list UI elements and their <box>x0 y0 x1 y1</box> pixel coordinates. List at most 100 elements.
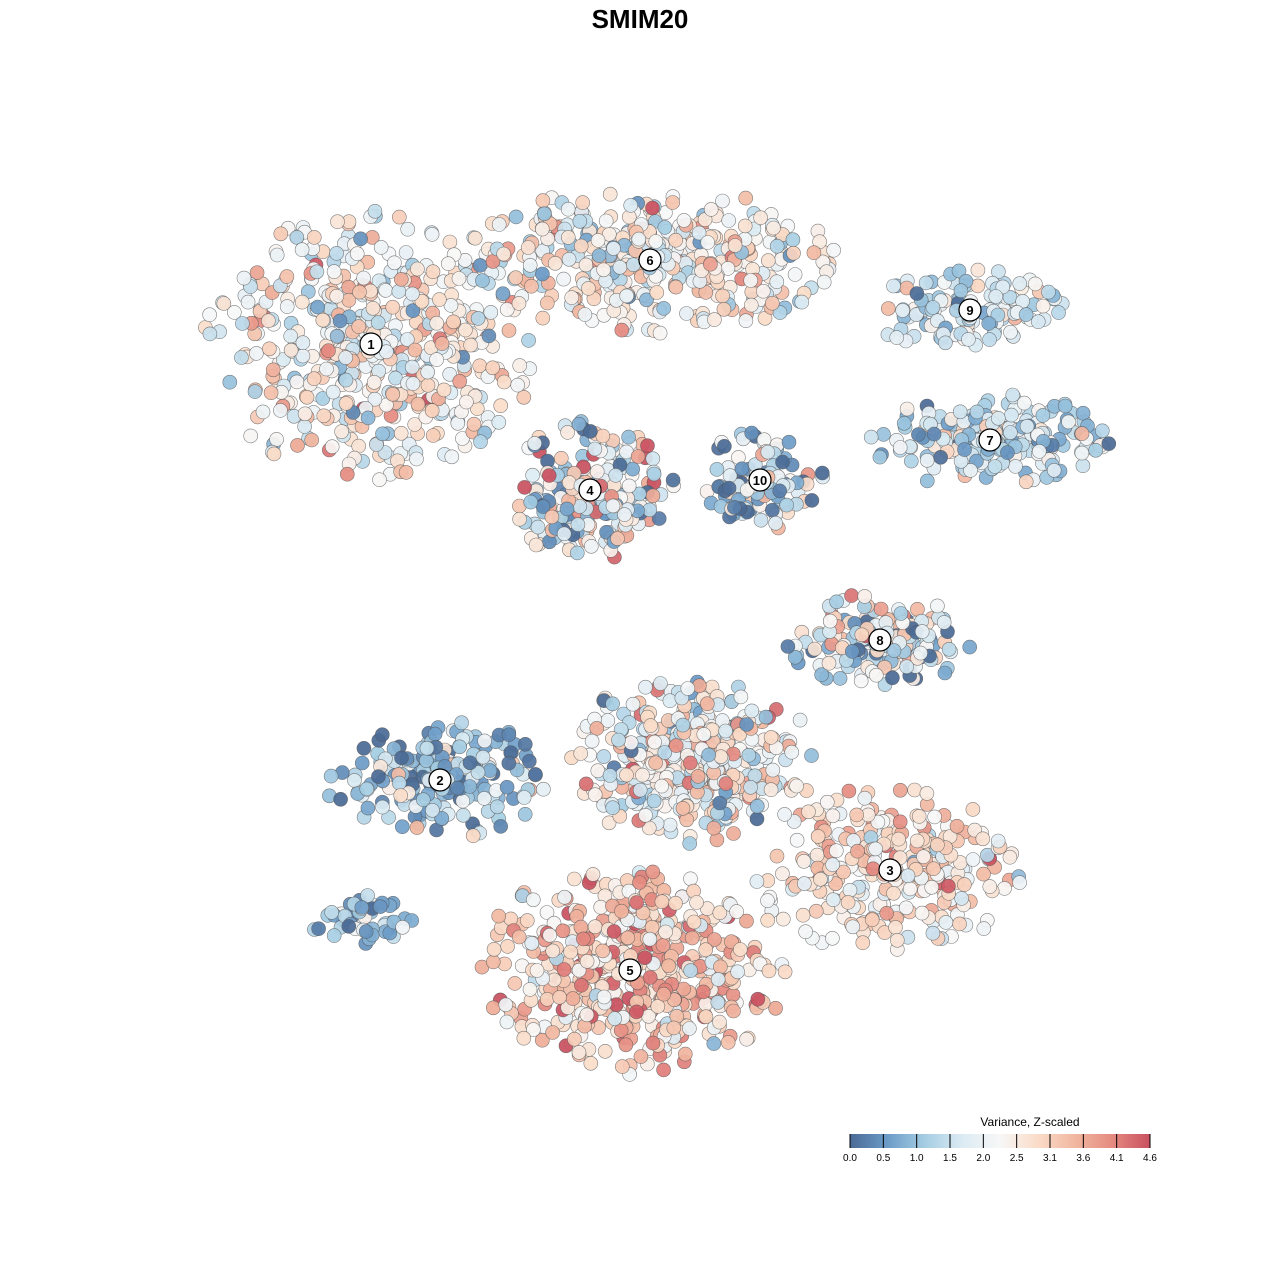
cell-point <box>338 396 354 411</box>
cell-point <box>675 800 691 816</box>
cell-point <box>434 336 450 351</box>
cell-point <box>689 895 704 910</box>
cell-point <box>899 659 915 675</box>
cell-point <box>710 972 726 987</box>
cell-point <box>642 970 658 985</box>
cell-point <box>726 826 741 841</box>
cell-point <box>997 881 1012 896</box>
cell-point <box>1051 305 1066 320</box>
cell-point <box>850 843 865 859</box>
cell-point <box>583 424 598 439</box>
cell-point <box>698 942 714 958</box>
cell-point <box>481 328 497 344</box>
cell-point <box>1035 298 1051 314</box>
cell-point <box>333 791 348 807</box>
cell-point <box>304 432 320 448</box>
cell-point <box>407 417 423 432</box>
cell-point <box>930 598 945 614</box>
cell-point <box>351 319 367 334</box>
cell-point <box>410 396 426 412</box>
cell-point <box>683 871 698 887</box>
cell-point <box>321 343 336 359</box>
cell-point <box>822 613 838 629</box>
cell-point <box>844 644 860 659</box>
cell-point <box>907 782 922 798</box>
cell-point <box>539 991 555 1007</box>
cell-point <box>491 217 507 232</box>
cell-point <box>398 465 414 480</box>
cell-point <box>730 964 745 980</box>
cell-point <box>295 335 311 351</box>
cell-point <box>524 935 540 951</box>
cell-point <box>557 889 572 905</box>
cell-point <box>895 303 910 318</box>
cell-point <box>589 721 605 736</box>
cell-point <box>789 832 805 848</box>
cell-point <box>927 809 942 825</box>
cell-point <box>370 315 386 330</box>
cell-point <box>405 376 421 391</box>
cell-point <box>529 963 545 978</box>
cell-point <box>1018 307 1034 322</box>
cell-point <box>432 292 447 307</box>
cluster-label-badge <box>978 428 1002 452</box>
cell-point <box>654 778 670 794</box>
cell-point <box>855 935 871 951</box>
cell-point <box>760 253 776 268</box>
cell-point <box>249 265 265 281</box>
cell-point <box>938 335 953 351</box>
cell-point <box>534 1032 550 1048</box>
cell-point <box>888 920 903 935</box>
cell-point <box>760 893 775 908</box>
cell-point <box>679 306 694 321</box>
cell-point <box>810 829 826 844</box>
cell-point <box>227 305 242 320</box>
cell-point <box>583 1056 599 1071</box>
cell-point <box>734 461 750 477</box>
cell-point <box>440 256 456 272</box>
cell-point <box>595 428 611 444</box>
cell-point <box>521 333 536 348</box>
cell-point <box>591 248 607 263</box>
cell-point <box>645 451 661 467</box>
cell-point <box>319 361 334 377</box>
cell-point <box>909 286 925 301</box>
cell-point <box>630 449 646 464</box>
cell-point <box>555 923 571 939</box>
cell-point <box>792 712 808 728</box>
cell-point <box>496 374 512 390</box>
cell-point <box>614 322 630 338</box>
cell-point <box>706 1036 722 1051</box>
cluster-label-text: 9 <box>966 303 973 318</box>
cell-point <box>821 655 837 671</box>
cell-point <box>699 696 715 712</box>
cell-point <box>715 193 730 209</box>
cell-point <box>764 295 780 311</box>
cell-point <box>654 894 670 910</box>
cell-point <box>273 226 289 242</box>
cell-point <box>279 269 295 284</box>
cell-point <box>840 895 856 910</box>
cell-point <box>775 454 790 470</box>
cell-point <box>482 763 498 778</box>
cell-point <box>629 895 644 910</box>
cell-point <box>668 895 683 911</box>
cell-point <box>965 802 981 817</box>
cell-point <box>365 300 381 316</box>
cell-point <box>545 1025 560 1040</box>
cell-point <box>535 266 550 282</box>
cell-point <box>311 921 326 937</box>
cell-point <box>825 930 840 946</box>
cluster-labels: 1 2 3 4 5 6 7 8 9 10 <box>359 248 1002 982</box>
cell-point <box>263 385 279 401</box>
cell-point <box>587 787 603 803</box>
cluster-label-text: 4 <box>586 483 594 498</box>
cell-point <box>240 294 256 310</box>
cluster-label-text: 7 <box>986 433 993 448</box>
cell-point <box>819 794 835 810</box>
cell-point <box>290 438 305 453</box>
cell-point <box>329 288 345 304</box>
cell-point <box>605 800 621 816</box>
cell-point <box>857 589 873 604</box>
cell-point <box>868 841 883 857</box>
